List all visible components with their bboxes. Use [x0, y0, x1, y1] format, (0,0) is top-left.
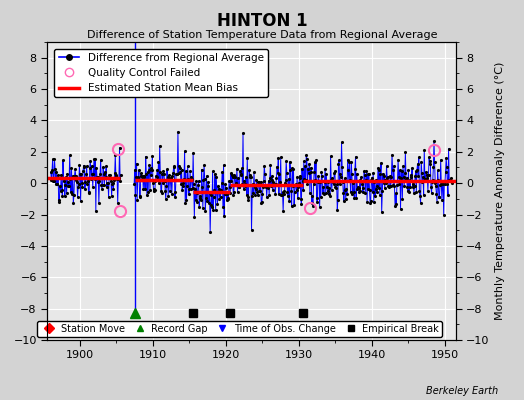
Y-axis label: Monthly Temperature Anomaly Difference (°C): Monthly Temperature Anomaly Difference (… — [495, 62, 505, 320]
Text: Berkeley Earth: Berkeley Earth — [425, 386, 498, 396]
Text: Difference of Station Temperature Data from Regional Average: Difference of Station Temperature Data f… — [87, 30, 437, 40]
Text: HINTON 1: HINTON 1 — [217, 12, 307, 30]
Legend: Station Move, Record Gap, Time of Obs. Change, Empirical Break: Station Move, Record Gap, Time of Obs. C… — [37, 321, 442, 337]
